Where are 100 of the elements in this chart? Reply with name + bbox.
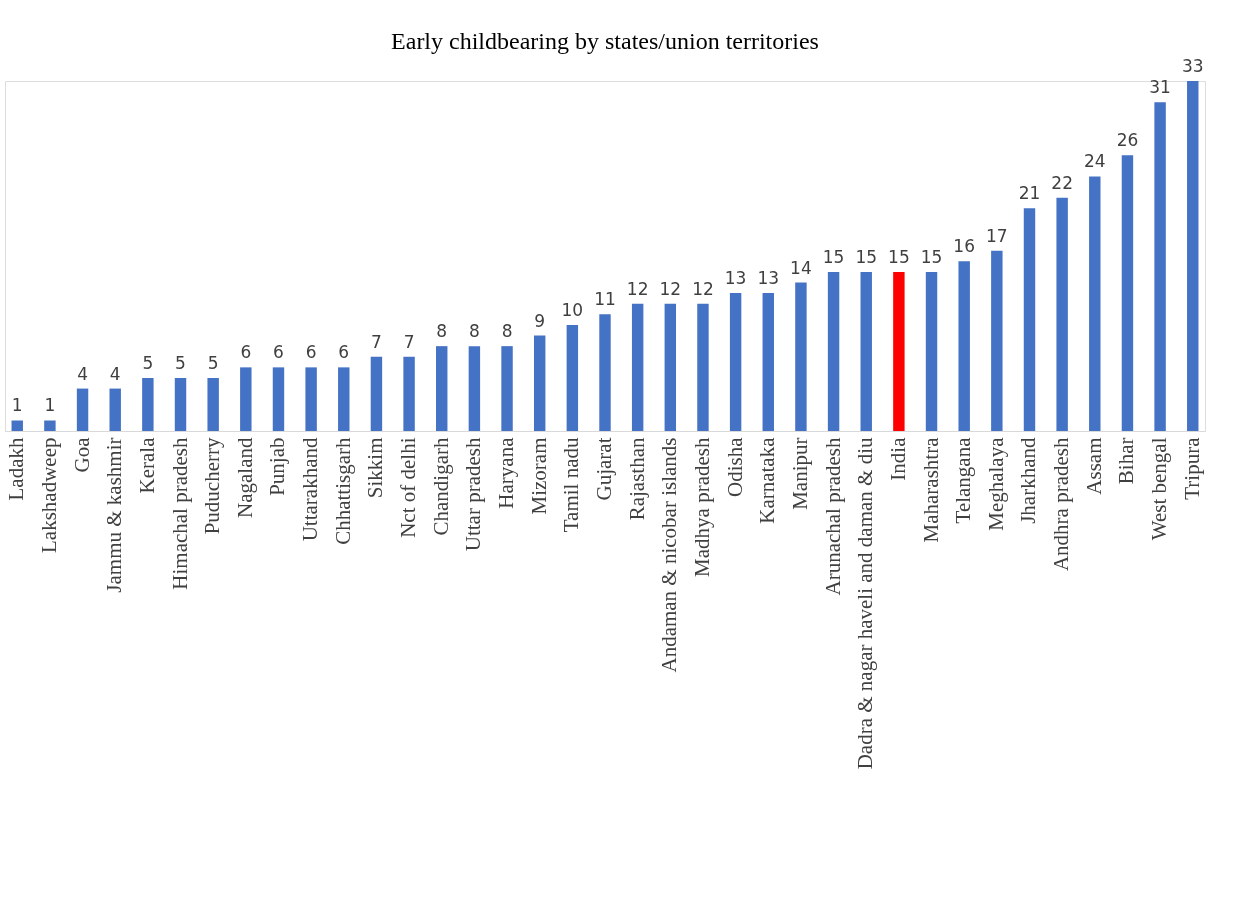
- bar: [631, 303, 644, 431]
- x-tick-label: Dadra & nagar haveli and daman & diu: [853, 437, 878, 770]
- data-label: 13: [724, 268, 747, 289]
- bar: [729, 293, 742, 431]
- bar: [44, 420, 56, 431]
- data-label: 7: [371, 331, 382, 352]
- bar: [11, 420, 23, 431]
- data-label: 8: [436, 321, 448, 342]
- bar: [860, 271, 872, 431]
- bar: [142, 377, 154, 431]
- x-tick-label: Himachal pradesh: [167, 437, 192, 590]
- data-label: 10: [561, 299, 584, 320]
- bar: [1023, 208, 1036, 431]
- x-tick-label: Puducherry: [200, 437, 225, 535]
- data-label: 6: [240, 342, 252, 363]
- x-tick-label: Mizoram: [526, 437, 551, 515]
- bar: [1187, 81, 1199, 431]
- data-label: 17: [986, 225, 1008, 246]
- data-label: 15: [888, 246, 910, 267]
- x-tick-label: Arunachal pradesh: [820, 437, 845, 596]
- x-tick-label: Ladakh: [4, 437, 29, 501]
- data-label: 1: [11, 395, 23, 416]
- data-label: 6: [338, 342, 350, 363]
- data-label: 12: [626, 278, 649, 299]
- data-label: 15: [855, 246, 878, 267]
- bar: [827, 271, 840, 431]
- x-tick-label: Andaman & nicobar islands: [657, 437, 682, 673]
- data-label: 7: [403, 331, 415, 352]
- x-tick-label: Jammu & kashmir: [102, 437, 127, 593]
- bar: [403, 356, 415, 431]
- data-label: 13: [757, 268, 780, 289]
- x-tick-label: Lakshadweep: [36, 437, 61, 553]
- data-label: 5: [207, 352, 219, 373]
- bar: [599, 314, 611, 431]
- data-label: 5: [142, 352, 154, 373]
- x-tick-label: Odisha: [722, 436, 747, 497]
- bar: [925, 271, 938, 431]
- x-tick-label: Madhya pradesh: [689, 437, 714, 577]
- x-tick-label: Chhattisgarh: [330, 437, 355, 545]
- data-label: 14: [790, 257, 812, 278]
- x-tick-label: Rajasthan: [624, 437, 649, 521]
- bar: [207, 377, 219, 431]
- x-tick-label: Uttar pradesh: [461, 437, 486, 552]
- data-label: 31: [1149, 77, 1171, 98]
- bar: [1056, 197, 1068, 431]
- bar: [109, 388, 121, 431]
- x-tick-label: Manipur: [787, 437, 812, 510]
- x-tick-label: Nct of delhi: [396, 437, 421, 538]
- x-tick-label: Goa: [69, 436, 94, 473]
- bar: [762, 293, 774, 431]
- x-tick-label: Meghalaya: [983, 436, 1008, 531]
- bar: [174, 377, 187, 431]
- x-tick-label: Kerala: [134, 436, 159, 494]
- bar: [1089, 176, 1101, 431]
- data-label: 8: [501, 321, 513, 342]
- bar: [533, 335, 546, 431]
- x-tick-label: Chandigarh: [428, 437, 453, 536]
- data-label: 16: [953, 236, 975, 257]
- x-tick-label: Tamil nadu: [559, 437, 584, 533]
- bar: [958, 261, 970, 431]
- bar: [893, 271, 905, 431]
- x-tick-label: West bengal: [1147, 437, 1172, 541]
- x-tick-label: Maharashtra: [918, 436, 943, 543]
- bar: [697, 303, 709, 431]
- bar: [76, 388, 89, 431]
- x-tick-label: Tripura: [1179, 436, 1204, 500]
- bar: [338, 367, 350, 431]
- data-label: 8: [468, 321, 480, 342]
- data-label: 4: [77, 363, 88, 384]
- bar: [501, 346, 513, 431]
- data-label: 4: [109, 363, 121, 384]
- bar: [991, 250, 1003, 431]
- data-label: 15: [822, 246, 845, 267]
- data-label: 1: [44, 395, 56, 416]
- data-label: 33: [1181, 56, 1204, 76]
- x-tick-label: Andhra pradesh: [1049, 437, 1074, 572]
- bar: [305, 367, 317, 431]
- data-label: 6: [273, 342, 284, 363]
- bar: [566, 324, 579, 431]
- data-label: 6: [305, 342, 317, 363]
- data-label: 11: [594, 289, 616, 310]
- x-tick-label: India: [885, 436, 910, 481]
- x-tick-label: Haryana: [494, 436, 519, 509]
- x-tick-label: Gujarat: [592, 437, 616, 501]
- bar: [240, 367, 252, 431]
- bar: [1154, 102, 1166, 431]
- x-tick-label: Sikkim: [363, 437, 388, 499]
- bar: [370, 356, 383, 431]
- data-label: 9: [534, 310, 546, 331]
- bar: [664, 303, 677, 431]
- data-label: 24: [1083, 151, 1106, 172]
- data-label: 12: [692, 278, 714, 299]
- bar: [795, 282, 807, 431]
- data-label: 12: [659, 278, 682, 299]
- bar: [468, 346, 481, 431]
- data-label: 22: [1051, 172, 1073, 193]
- x-tick-label: Telangana: [951, 436, 976, 524]
- chart-title: Early childbearing by states/union territories: [391, 28, 819, 54]
- data-label: 5: [175, 352, 186, 373]
- bar: [1121, 155, 1134, 431]
